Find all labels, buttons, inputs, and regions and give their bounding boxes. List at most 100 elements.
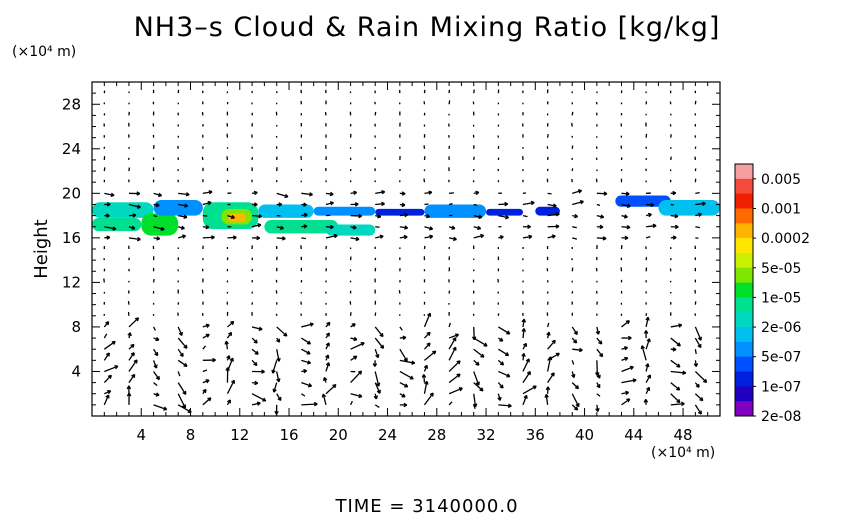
wind-vector-head [309, 192, 313, 197]
wind-vector [322, 393, 327, 406]
wind-vector [423, 312, 431, 328]
wind-vector [473, 214, 483, 218]
wind-vector-head [600, 214, 605, 219]
wind-vector [424, 350, 437, 361]
wind-vector-head [697, 344, 702, 349]
wind-vector-head [105, 321, 110, 326]
wind-vector-head [271, 369, 276, 374]
wind-vector-head [499, 384, 504, 389]
wind-vector-head [555, 212, 560, 217]
wind-vector [128, 317, 139, 328]
wind-vector [522, 201, 535, 206]
wind-vector-head [321, 393, 327, 398]
wind-vector-head [693, 363, 699, 367]
wind-vector-head [645, 363, 650, 368]
wind-vector-head [532, 385, 537, 390]
colorbar-swatch [735, 178, 753, 195]
wind-vector-head [401, 202, 406, 208]
wind-vector-head [256, 235, 261, 241]
wind-vector [571, 111, 574, 116]
wind-vector [325, 362, 330, 372]
wind-vector-head [598, 340, 603, 345]
cloud-patch [313, 206, 376, 216]
wind-vector [350, 342, 365, 350]
wind-vector-head [426, 213, 431, 219]
wind-vector-head [624, 356, 629, 362]
wind-vector-head [205, 379, 210, 384]
wind-vector [621, 366, 634, 373]
wind-vector [571, 382, 579, 390]
wind-vector-head [627, 335, 632, 341]
wind-vector [670, 324, 682, 328]
wind-vector-head [575, 403, 580, 408]
cloud-patch [92, 217, 142, 232]
wind-vector [177, 371, 181, 377]
wind-vector [694, 337, 702, 348]
wind-vector [177, 393, 186, 409]
wind-vector [545, 394, 549, 405]
chart-title: NH3–s Cloud & Rain Mixing Ratio [kg/kg] [133, 12, 721, 43]
wind-vector [251, 402, 261, 406]
x-tick-label: 44 [624, 426, 643, 444]
cloud-field [92, 195, 720, 236]
wind-vector-head [325, 342, 330, 347]
wind-vector [375, 226, 380, 228]
cloud-patch [375, 208, 425, 216]
colorbar-label: 0.0002 [761, 231, 810, 247]
wind-vector-head [307, 360, 312, 365]
wind-vector [399, 382, 409, 388]
wind-vector [448, 387, 463, 395]
x-tick-label: 48 [674, 426, 693, 444]
wind-vector [251, 393, 267, 402]
wind-vector-head [521, 318, 527, 323]
wind-vector [571, 393, 580, 407]
wind-vector-head [276, 338, 281, 343]
x-tick-label: 8 [186, 426, 196, 444]
wind-vector-head [505, 352, 510, 357]
wind-vector [202, 397, 212, 406]
wind-vector [399, 359, 415, 364]
wind-vector [103, 278, 105, 283]
wind-vector-head [571, 373, 576, 378]
wind-vector [399, 326, 403, 331]
wind-vector [522, 395, 528, 406]
wind-vector-head [629, 365, 634, 370]
wind-vector-head [645, 316, 650, 321]
wind-vector-head [522, 342, 527, 347]
wind-vector-head [160, 226, 165, 231]
wind-vector [547, 372, 555, 383]
wind-vector-head [680, 401, 685, 407]
wind-vector [177, 404, 192, 413]
wind-vector-head [181, 234, 186, 239]
wind-vector-head [703, 378, 708, 384]
wind-vector [226, 156, 229, 161]
wind-vector-head [133, 359, 138, 364]
wind-vector-head [106, 235, 111, 240]
wind-vector [152, 360, 158, 369]
wind-vector [621, 226, 631, 229]
wind-vector-head [208, 189, 213, 195]
wind-vector [522, 385, 537, 395]
y-tick-label: 12 [62, 273, 81, 291]
colorbar-swatch [735, 312, 753, 328]
wind-vector-head [377, 214, 382, 219]
wind-vector [596, 203, 601, 207]
wind-vector-head [699, 397, 704, 402]
wind-vector-head [375, 382, 381, 387]
wind-vector [177, 382, 187, 395]
wind-vector [645, 317, 649, 328]
wind-vector-head [256, 401, 261, 406]
wind-vector-head [550, 372, 555, 377]
wind-vector-head [409, 375, 414, 380]
cloud-patch [92, 202, 154, 218]
wind-vector-head [230, 320, 235, 326]
colorbar-swatch [735, 267, 753, 284]
x-tick-label: 40 [575, 426, 594, 444]
wind-vector [522, 371, 531, 383]
wind-vector [621, 379, 637, 384]
wind-vector-head [330, 224, 334, 230]
x-tick-label: 20 [329, 426, 348, 444]
wind-vector-head [504, 201, 509, 207]
wind-vector-head [574, 406, 579, 411]
wind-vector [473, 348, 485, 358]
